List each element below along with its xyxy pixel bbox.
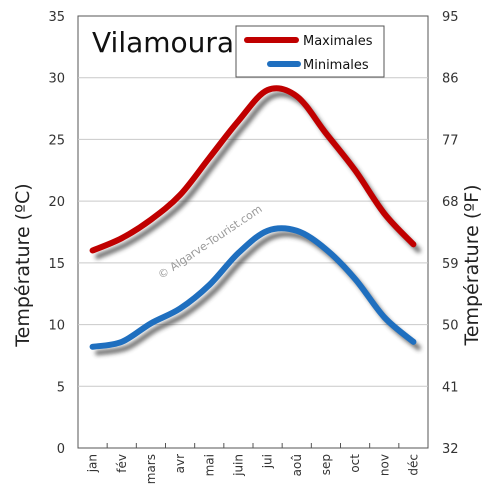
legend-box	[235, 25, 385, 78]
legend-label-minimales: Minimales	[303, 58, 369, 73]
series-line-minimales	[89, 225, 417, 350]
right-tick-label: 32	[442, 442, 459, 457]
x-tick-label: avr	[173, 454, 187, 473]
right-axis-title: Température (ºF)	[461, 184, 483, 346]
right-tick-label: 68	[442, 195, 459, 210]
grid-lines	[78, 77, 428, 387]
x-tick-marks	[106, 443, 400, 448]
x-tick-label: mars	[144, 454, 158, 484]
left-tick-label: 20	[48, 195, 65, 210]
left-tick-label: 35	[48, 10, 65, 25]
left-tick-label: 30	[48, 72, 65, 87]
right-tick-label: 77	[442, 133, 459, 148]
x-tick-label: fév	[115, 454, 129, 473]
right-tick-label: 95	[442, 10, 459, 25]
legend: Maximales Minimales	[235, 25, 385, 78]
x-tick-label: oct	[348, 454, 362, 473]
left-tick-label: 25	[48, 133, 65, 148]
x-tick-label: nov	[377, 454, 391, 476]
x-tick-label: sep	[319, 454, 333, 475]
x-tick-label: aoû	[290, 454, 304, 476]
right-tick-label: 59	[442, 257, 459, 272]
right-tick-labels: 32 41 50 59 68 77 86 95	[442, 10, 459, 457]
x-tick-label: jui	[261, 454, 275, 469]
month-labels: jan fév mars avr mai juin jui aoû sep oct nov déc	[86, 454, 421, 485]
series-lines	[89, 85, 421, 356]
left-axis-title: Température (ºC)	[12, 183, 34, 347]
left-tick-label: 5	[57, 380, 65, 395]
left-tick-labels: 0 5 10 15 20 25 30 35	[48, 10, 65, 457]
series-line-maximales	[89, 85, 417, 254]
right-tick-label: 86	[442, 72, 459, 87]
x-tick-label: juin	[231, 454, 245, 477]
left-tick-label: 10	[48, 319, 65, 334]
x-tick-label: mai	[202, 454, 216, 476]
legend-label-maximales: Maximales	[303, 34, 373, 49]
left-tick-label: 0	[57, 442, 65, 457]
x-tick-label: jan	[86, 454, 100, 473]
left-tick-label: 15	[48, 257, 65, 272]
right-tick-label: 50	[442, 319, 459, 334]
chart-title: Vilamoura	[92, 26, 234, 59]
x-tick-label: déc	[406, 454, 420, 476]
right-tick-label: 41	[442, 380, 459, 395]
